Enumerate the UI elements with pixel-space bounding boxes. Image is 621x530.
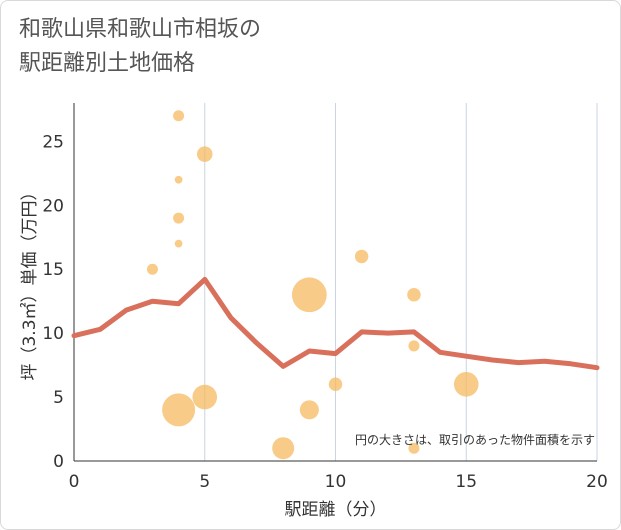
bubble-point — [408, 442, 420, 454]
bubble-point — [173, 212, 185, 224]
bubble-point — [299, 400, 319, 420]
bubble-point — [174, 175, 183, 184]
y-tick-label: 0 — [53, 452, 64, 472]
y-tick-label: 15 — [42, 260, 64, 280]
bubble-point — [173, 110, 185, 122]
bubble-point — [328, 377, 343, 392]
bubble-point — [408, 340, 420, 352]
chart-title: 和歌山県和歌山市相坂の 駅距離別土地価格 — [19, 13, 599, 81]
y-axis-label: 坪（3.3㎡）単価（万円） — [20, 183, 40, 380]
y-tick-label: 25 — [42, 132, 64, 152]
x-axis-label: 駅距離（分） — [285, 500, 387, 520]
y-tick-label: 10 — [42, 324, 64, 344]
chart-title-line-1: 和歌山県和歌山市相坂の — [19, 17, 262, 42]
x-tick-label: 15 — [455, 472, 477, 492]
bubble-point — [174, 239, 183, 248]
bubble-point — [192, 384, 218, 410]
bubble-point — [146, 263, 158, 275]
bubble-point — [272, 437, 295, 460]
x-tick-label: 20 — [586, 472, 608, 492]
bubble-point — [407, 288, 421, 302]
chart-title-line-2: 駅距離別土地価格 — [19, 51, 196, 76]
bubble-point — [291, 277, 327, 313]
x-tick-label: 0 — [69, 472, 80, 492]
bubble-size-note: 円の大きさは、取引のあった物件面積を示す — [355, 432, 595, 447]
x-tick-label: 5 — [199, 472, 210, 492]
series-line — [71, 276, 600, 371]
bubble-point — [162, 393, 196, 427]
bubble-point — [453, 371, 479, 397]
bubble-point — [196, 146, 213, 162]
y-tick-label: 5 — [53, 388, 64, 408]
bubble-point — [354, 249, 369, 264]
y-tick-label: 20 — [42, 196, 64, 216]
x-tick-label: 10 — [325, 472, 347, 492]
